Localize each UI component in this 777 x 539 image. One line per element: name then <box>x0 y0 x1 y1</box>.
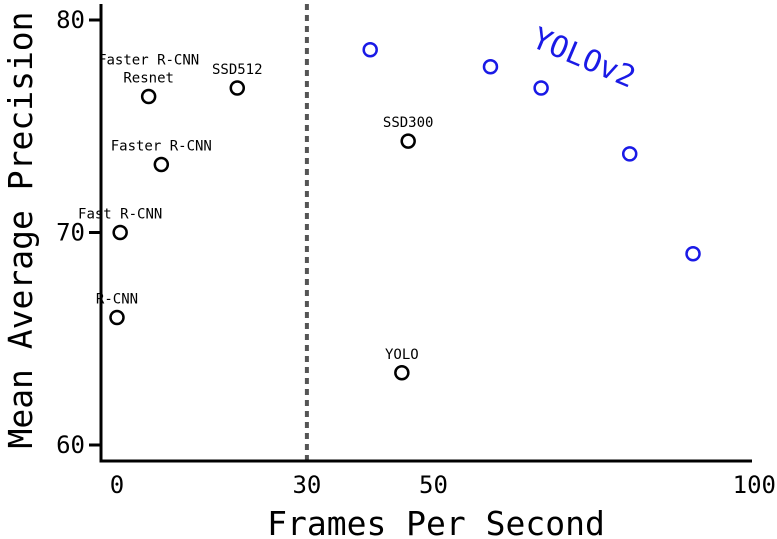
yolov2-point-3 <box>621 146 638 162</box>
x-tick-label-50: 50 <box>419 471 448 499</box>
y-tick-label-70: 70 <box>56 219 85 247</box>
yolov2-point-1 <box>482 59 499 75</box>
detector-point-6 <box>394 365 410 381</box>
point-label-ssd512: SSD512 <box>212 62 263 78</box>
detector-point-0 <box>109 309 125 326</box>
detector-point-3 <box>140 88 157 105</box>
point-label-fast-r-cnn: Fast R-CNN <box>78 207 162 223</box>
series-label-yolov2: YOLOv2 <box>527 21 640 96</box>
detector-point-4 <box>229 80 246 96</box>
detector-point-5 <box>400 133 416 149</box>
y-tick-label-60: 60 <box>56 431 85 459</box>
point-label-ssd300: SSD300 <box>383 115 434 131</box>
point-label-yolo: YOLO <box>385 347 419 363</box>
y-axis-title: Mean Average Precision <box>1 11 40 448</box>
point-label-faster-r-cnn: Faster R-CNN <box>98 53 199 69</box>
yolov2-point-2 <box>533 80 549 96</box>
x-tick-label-30: 30 <box>292 471 321 499</box>
y-tick-label-80: 80 <box>56 6 85 34</box>
point-label-r-cnn: R-CNN <box>96 292 138 308</box>
point-label-faster-r-cnn: Faster R-CNN <box>111 139 212 155</box>
point-label-resnet: Resnet <box>123 71 174 87</box>
detector-point-1 <box>112 224 128 241</box>
yolov2-point-0 <box>362 42 378 58</box>
x-axis-title: Frames Per Second <box>267 504 605 539</box>
detector-point-2 <box>153 156 170 173</box>
yolov2-point-4 <box>685 246 701 262</box>
x-tick-label-0: 0 <box>110 471 124 499</box>
x-tick-label-100: 100 <box>733 471 776 499</box>
